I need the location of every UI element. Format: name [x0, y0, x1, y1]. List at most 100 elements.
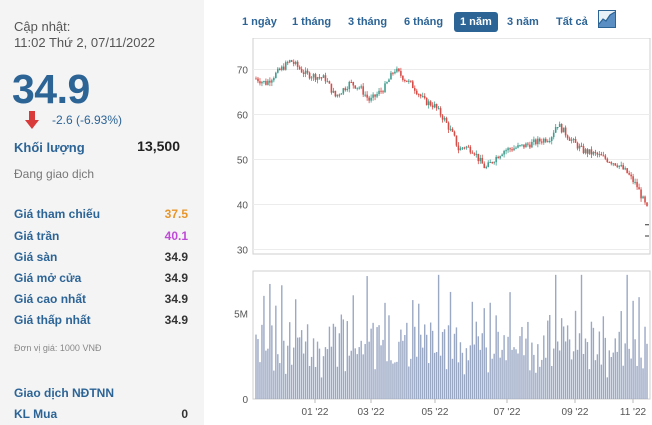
tab-1-year[interactable]: 1 năm	[454, 12, 498, 32]
candle-body	[552, 132, 555, 138]
candle-body	[602, 155, 605, 157]
candle-body	[410, 80, 412, 82]
candle-body	[392, 72, 394, 74]
buy-volume-value: 0	[181, 407, 188, 421]
volume-bar	[441, 331, 444, 399]
volume-bar	[271, 325, 273, 399]
volume-bar	[602, 316, 605, 399]
volume-bar	[568, 339, 571, 399]
volume-bar	[580, 274, 583, 399]
tab-all[interactable]: Tất cả	[556, 16, 588, 28]
candle-body	[606, 158, 609, 162]
volume-bar	[537, 344, 539, 399]
candle-body	[616, 165, 619, 167]
volume-bar	[576, 349, 579, 399]
volume-bar	[402, 340, 404, 399]
candle-body	[461, 147, 464, 149]
candle-body	[469, 146, 472, 153]
volume-bar	[406, 322, 408, 399]
candle-body	[340, 93, 343, 95]
volume-bar	[447, 325, 450, 399]
volume-bar	[279, 363, 281, 399]
volume-bar	[515, 349, 517, 399]
price-tick-label: 40	[237, 201, 249, 212]
candle-body	[358, 87, 360, 89]
volume-bar	[338, 333, 341, 399]
candle-body	[467, 146, 470, 148]
candle-body	[554, 127, 557, 133]
candle-body	[318, 77, 321, 79]
volume-bar	[318, 348, 321, 399]
candle-body	[479, 157, 482, 162]
volume-bar	[308, 365, 311, 399]
volume-bar	[551, 365, 553, 399]
candle-body	[310, 77, 313, 79]
volume-bar	[517, 353, 519, 399]
tab-3-month[interactable]: 3 tháng	[348, 16, 388, 28]
candle-body	[362, 86, 364, 95]
candle-body	[316, 77, 319, 80]
volume-bar	[356, 354, 358, 399]
volume-bar	[431, 330, 434, 399]
volume-bar	[453, 333, 456, 399]
tab-1-day[interactable]: 1 ngày	[242, 16, 277, 28]
volume-bar	[396, 361, 398, 399]
volume-bar	[346, 321, 348, 399]
tab-1-month[interactable]: 1 tháng	[292, 16, 332, 28]
candle-body	[364, 94, 366, 96]
volume-bar	[614, 338, 616, 399]
volume-bar	[310, 356, 313, 399]
candle-body	[475, 153, 478, 155]
ceiling-price-label: Giá trần	[14, 229, 60, 243]
volume-bar	[451, 358, 454, 399]
volume-bar	[584, 338, 587, 399]
volume-bar	[485, 347, 487, 399]
candle-body	[543, 138, 545, 143]
volume-bar	[592, 327, 595, 399]
volume-bar	[628, 348, 630, 399]
candle-body	[292, 61, 295, 64]
volume-bar	[390, 360, 392, 399]
volume-bar	[285, 373, 287, 399]
candle-body	[265, 80, 267, 85]
candle-body	[259, 81, 261, 84]
candle-body	[338, 94, 341, 96]
volume-bar	[306, 324, 309, 399]
volume-bar	[445, 369, 448, 399]
volume-bar	[521, 326, 523, 399]
volume-bar	[596, 354, 599, 399]
volume-bar	[511, 349, 513, 399]
candle-body	[519, 145, 521, 147]
volume-tick-label: 5M	[234, 310, 248, 321]
volume-bar	[380, 345, 382, 399]
candle-body	[614, 163, 617, 166]
candle-body	[459, 148, 462, 151]
volume-bar	[291, 364, 293, 399]
volume-bar	[443, 329, 446, 399]
candle-body	[501, 154, 503, 157]
volume-bar	[519, 336, 521, 399]
candle-body	[539, 138, 541, 142]
volume-bar	[298, 337, 301, 399]
tab-6-month[interactable]: 6 tháng	[404, 16, 444, 28]
price-tick-label: 70	[237, 66, 249, 77]
candle-body	[324, 75, 327, 82]
volume-bar	[547, 320, 549, 399]
volume-bar	[358, 347, 360, 399]
volume-value: 13,500	[137, 138, 180, 154]
volume-bar	[408, 366, 410, 399]
trading-status: Đang giao dịch	[14, 167, 95, 181]
chart-type-icon[interactable]	[598, 10, 616, 28]
volume-bar	[501, 349, 503, 399]
candle-body	[277, 68, 279, 73]
high-price-value: 34.9	[164, 292, 188, 306]
candle-body	[586, 149, 589, 154]
candle-body	[596, 152, 599, 155]
tab-3-year[interactable]: 3 năm	[507, 16, 539, 28]
candle-body	[453, 131, 456, 136]
volume-bar	[412, 300, 414, 399]
volume-bar	[360, 340, 362, 399]
volume-bar	[467, 360, 470, 399]
volume-bar	[418, 303, 420, 399]
volume-bar	[531, 342, 533, 399]
